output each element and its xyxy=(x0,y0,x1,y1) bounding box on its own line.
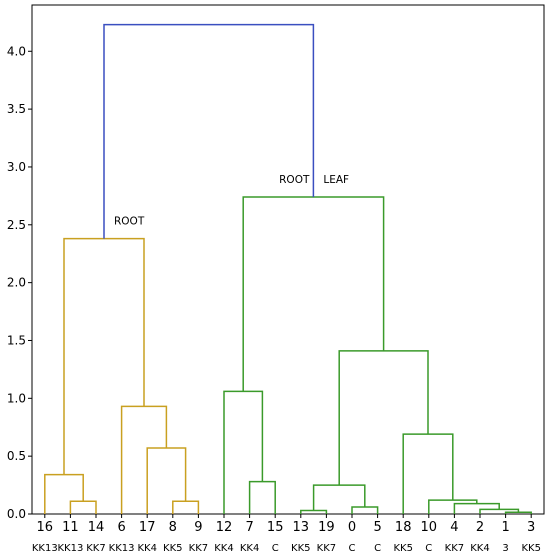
leaf-group-label: KK7 xyxy=(317,543,336,554)
dendrogram-link xyxy=(172,500,200,514)
leaf-group-label: KK7 xyxy=(445,543,464,554)
x-axis-leaf-labels: 16KK1311KK1314KK76KK1317KK48KK59KK712KK4… xyxy=(32,514,541,554)
dendrogram-link xyxy=(146,447,187,514)
y-tick-label: 0.0 xyxy=(7,507,26,521)
leaf-id-label: 6 xyxy=(117,520,125,535)
annotation-label: ROOT xyxy=(279,174,310,186)
dendrogram-link xyxy=(69,500,97,514)
leaf-id-label: 16 xyxy=(37,520,54,535)
leaf-group-label: KK5 xyxy=(163,543,182,554)
dendrogram-link xyxy=(402,433,454,514)
dendrogram-link xyxy=(300,509,328,514)
leaf-id-label: 3 xyxy=(527,520,535,535)
leaf-group-label: KK13 xyxy=(32,543,58,554)
leaf-group-label: KK4 xyxy=(214,543,233,554)
y-tick-label: 2.5 xyxy=(7,218,26,232)
leaf-group-label: KK4 xyxy=(470,543,489,554)
leaf-id-label: 0 xyxy=(348,520,356,535)
leaf-id-label: 9 xyxy=(194,520,202,535)
y-tick-label: 0.5 xyxy=(7,449,26,463)
dendrogram-link xyxy=(248,480,276,514)
leaf-id-label: 7 xyxy=(245,520,253,535)
leaf-id-label: 18 xyxy=(395,520,412,535)
leaf-id-label: 4 xyxy=(450,520,458,535)
leaf-group-label: KK13 xyxy=(109,543,135,554)
annotation-label: ROOT xyxy=(114,216,145,228)
dendrogram-link xyxy=(351,506,379,514)
leaf-id-label: 19 xyxy=(318,520,335,535)
leaf-group-label: C xyxy=(374,543,381,554)
annotation-label: LEAF xyxy=(323,174,349,186)
y-tick-label: 1.0 xyxy=(7,391,26,405)
leaf-group-label: C xyxy=(272,543,279,554)
leaf-id-label: 13 xyxy=(293,520,310,535)
y-tick-label: 1.5 xyxy=(7,333,26,347)
dendrogram-link xyxy=(44,473,84,514)
dendrogram-link xyxy=(223,390,264,514)
leaf-id-label: 15 xyxy=(267,520,284,535)
y-tick-label: 3.0 xyxy=(7,160,26,174)
leaf-group-label: KK5 xyxy=(291,543,310,554)
leaf-id-label: 14 xyxy=(88,520,105,535)
leaf-id-label: 8 xyxy=(169,520,177,535)
dendrogram-link xyxy=(242,196,385,392)
leaf-group-label: KK4 xyxy=(137,543,156,554)
leaf-group-label: KK5 xyxy=(393,543,412,554)
dendrogram-link xyxy=(120,405,168,514)
dendrogram-links xyxy=(44,23,532,514)
leaf-group-label: KK7 xyxy=(86,543,105,554)
leaf-group-label: KK7 xyxy=(189,543,208,554)
leaf-group-label: KK4 xyxy=(240,543,259,554)
annotations: ROOT ROOT LEAF xyxy=(114,174,349,228)
leaf-id-label: 2 xyxy=(476,520,484,535)
y-tick-label: 4.0 xyxy=(7,44,26,58)
leaf-group-label: KK5 xyxy=(521,543,540,554)
dendrogram-link xyxy=(428,499,478,514)
y-axis: 0.0 0.5 1.0 1.5 2.0 2.5 3.0 3.5 4.0 xyxy=(7,44,32,521)
leaf-id-label: 11 xyxy=(62,520,79,535)
dendrogram-link xyxy=(63,237,145,475)
y-tick-label: 2.0 xyxy=(7,276,26,290)
leaf-id-label: 10 xyxy=(421,520,438,535)
leaf-group-label: C xyxy=(349,543,356,554)
leaf-id-label: 17 xyxy=(139,520,156,535)
leaf-id-label: 5 xyxy=(373,520,381,535)
plot-frame xyxy=(31,4,545,515)
dendrogram-link xyxy=(338,350,429,486)
leaf-id-label: 12 xyxy=(216,520,233,535)
leaf-group-label: KK13 xyxy=(57,543,83,554)
dendrogram-link xyxy=(103,23,315,239)
leaf-id-label: 1 xyxy=(501,520,509,535)
y-tick-label: 3.5 xyxy=(7,102,26,116)
leaf-group-label: C xyxy=(425,543,432,554)
leaf-group-label: 3 xyxy=(502,543,508,554)
